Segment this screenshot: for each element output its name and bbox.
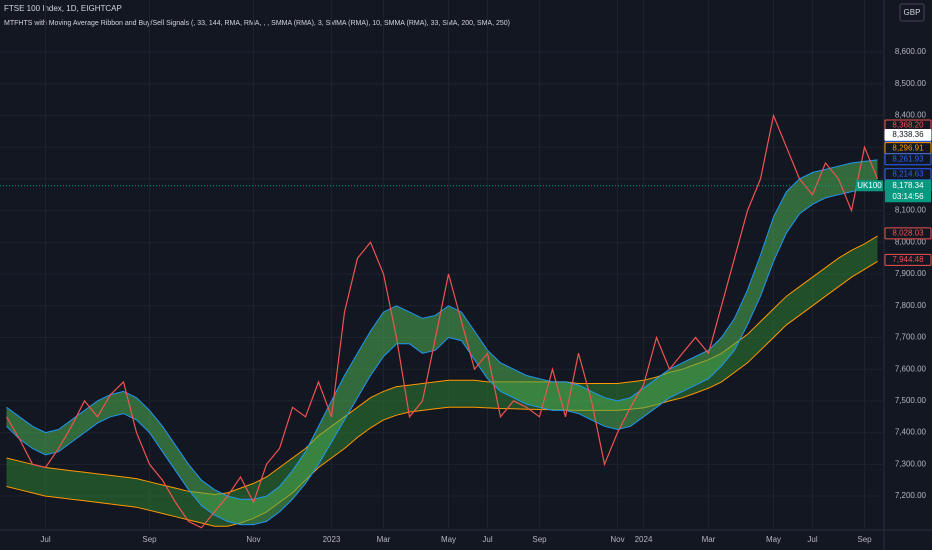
band-fill	[6, 159, 878, 525]
price-label: 8,214.63	[892, 169, 924, 178]
x-tick-label: Jul	[40, 535, 50, 544]
y-tick-label: 7,700.00	[895, 333, 927, 342]
band-lower	[6, 184, 878, 526]
y-tick-label: 8,000.00	[895, 237, 927, 246]
currency-box[interactable]	[899, 3, 925, 22]
price-label: 8,178.34	[892, 181, 924, 190]
y-tick-label: 7,200.00	[895, 491, 927, 500]
countdown-box	[885, 191, 931, 203]
x-tick-label: Sep	[532, 535, 547, 544]
price-label-box	[884, 253, 932, 266]
y-tick-label: 7,300.00	[895, 459, 927, 468]
band-upper	[6, 159, 878, 500]
y-tick-label: 7,900.00	[895, 269, 927, 278]
symbol-title: FTSE 100 Index, 1D, EIGHTCAP	[4, 4, 122, 13]
symbol-tag	[856, 180, 883, 192]
band-lower	[6, 260, 878, 527]
x-tick-label: Jul	[807, 535, 817, 544]
countdown: 03:14:56	[892, 192, 924, 201]
y-tick-label: 7,500.00	[895, 396, 927, 405]
plot	[0, 0, 884, 530]
price-label-box	[884, 168, 932, 181]
price-line	[5, 113, 879, 529]
x-tick-label: Sep	[142, 535, 157, 544]
y-tick-label: 8,600.00	[895, 47, 927, 56]
y-tick-label: 7,600.00	[895, 364, 927, 373]
price-label: 8,028.03	[892, 229, 924, 238]
x-tick-label: May	[766, 535, 781, 544]
price-label-box	[884, 227, 932, 240]
price-label: 8,261.93	[892, 154, 924, 163]
y-tick-label: 8,100.00	[895, 206, 927, 215]
y-tick-label: 8,400.00	[895, 111, 927, 120]
price-label: 8,296.91	[892, 143, 924, 152]
y-tick-label: 7,400.00	[895, 428, 927, 437]
price-label: 8,368.20	[892, 121, 924, 130]
x-tick-label: Mar	[377, 535, 391, 544]
price-label: 7,944.48	[892, 255, 924, 264]
currency[interactable]: GBP	[904, 8, 921, 17]
x-tick-label: Nov	[246, 535, 260, 544]
symbol-tag-label: UK100	[857, 181, 882, 190]
price-label-box	[884, 153, 932, 166]
price-label-box	[884, 129, 932, 142]
x-tick-label: 2023	[323, 535, 341, 544]
x-tick-label: Sep	[857, 535, 872, 544]
y-tick-label: 8,500.00	[895, 79, 927, 88]
x-tick-label: Nov	[610, 535, 624, 544]
x-tick-label: Mar	[702, 535, 716, 544]
price-label: 8,338.36	[892, 130, 924, 139]
x-tick-label: Jul	[482, 535, 492, 544]
x-tick-label: 2024	[635, 535, 653, 544]
x-tick-label: May	[441, 535, 456, 544]
y-tick-label: 7,800.00	[895, 301, 927, 310]
indicator-title: MTFHTS with Moving Average Ribbon and Bu…	[4, 20, 510, 27]
